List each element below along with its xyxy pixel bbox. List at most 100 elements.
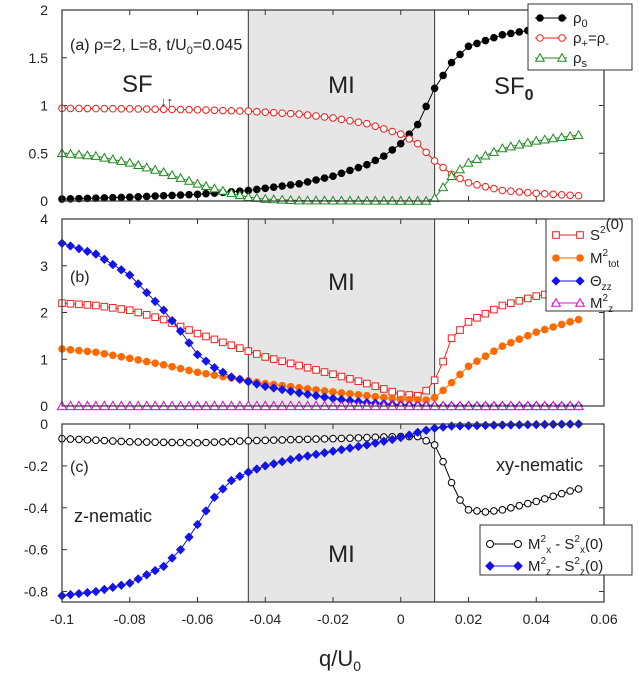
data-point [227,106,236,115]
data-point [109,304,117,312]
data-point [295,110,303,118]
data-point [557,190,566,199]
series-rho0 [58,21,583,203]
data-point [192,349,203,360]
data-point [388,387,397,396]
data-point [158,305,169,315]
legend-marker [558,14,566,22]
data-point [185,438,193,447]
legend-box [479,524,633,576]
y-tick-label: 1 [40,351,48,367]
data-point [142,311,151,319]
data-point [480,420,491,431]
data-point [515,501,524,510]
data-point [319,195,330,205]
data-point [176,438,185,447]
legend-label: M2z [590,293,613,315]
x-tick-label: 0.04 [523,611,550,627]
data-point [378,195,389,205]
region-label-z-nematic: z-nematic [74,506,152,526]
data-point [472,420,482,431]
data-point [285,386,296,396]
data-point [184,338,194,348]
data-point [193,105,202,114]
data-point [278,182,286,190]
data-point [142,287,152,298]
data-point [269,436,278,444]
data-point [473,180,481,189]
data-point [380,152,388,160]
data-point [422,148,430,157]
data-point [252,464,262,474]
data-point [117,104,126,113]
data-point [200,180,212,190]
data-point [303,178,312,186]
data-point [202,332,210,341]
data-point [193,329,202,338]
data-point [278,357,286,366]
data-point [430,376,439,385]
data-point [344,195,356,205]
legend-label: ρs [573,50,588,70]
y-tick-label: 3 [40,258,48,274]
data-point [151,192,159,200]
data-point [404,430,414,440]
data-point [464,362,473,371]
data-point [455,421,465,431]
data-point [498,31,507,39]
data-point [514,420,524,430]
data-point [395,195,406,205]
data-point [66,104,75,113]
y-tick-label: 2 [40,2,48,18]
legend-marker [513,561,523,571]
region-label-mi: MI [328,541,355,568]
data-point [311,449,321,460]
data-point [167,316,177,326]
data-point [151,359,159,368]
y-tick-label: 4 [40,211,48,227]
data-point [507,338,515,347]
data-point [446,421,457,431]
data-point [396,139,405,148]
data-point [185,366,193,375]
data-point [294,452,304,463]
data-point [336,195,347,205]
data-point [125,270,135,280]
data-point [354,118,363,127]
data-point [489,420,499,430]
data-point [312,112,320,120]
data-point [82,150,93,160]
data-point [320,174,329,182]
x-tick-label: -0.06 [182,611,214,627]
data-point [142,192,151,201]
data-point [133,159,144,169]
x-tick-label: -0.1 [50,611,74,627]
data-point [82,246,93,257]
data-point [507,299,515,307]
legend-label: ρ0 [573,10,588,30]
data-point [522,137,533,147]
data-point [269,383,279,393]
data-point [244,436,253,445]
data-point [413,139,422,148]
data-point [116,155,127,165]
data-point [346,166,354,175]
data-point [92,436,100,445]
data-point [523,331,532,340]
data-point [227,341,236,350]
data-point [83,194,92,203]
data-point [167,553,177,563]
data-point [134,193,143,201]
data-point [361,195,373,205]
data-point [557,489,566,498]
data-point [439,386,447,395]
data-point [574,315,583,324]
data-point [336,444,347,455]
data-point [185,190,193,199]
data-point [91,586,101,597]
y-tick-label: -0.6 [24,542,48,558]
data-point [209,492,220,502]
data-point [134,308,143,317]
data-point [456,370,464,379]
